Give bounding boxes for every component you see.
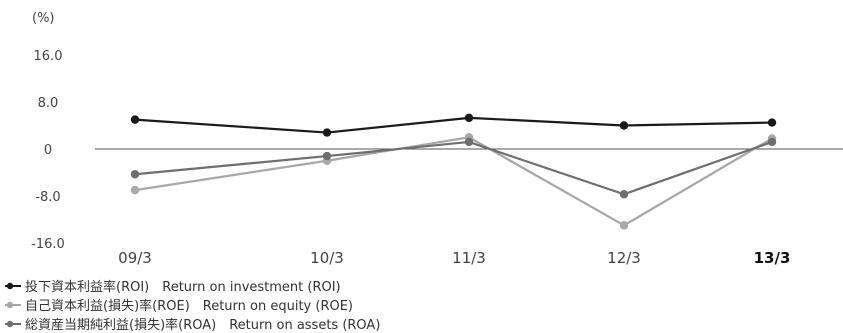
data-point xyxy=(130,185,140,195)
data-point xyxy=(322,151,332,161)
data-point xyxy=(767,118,777,127)
series-line-2 xyxy=(134,140,773,196)
series-line-0 xyxy=(134,116,773,134)
chart-plot: (%) 16.0 8.0 0 -8.0 -16.0 09/3 10/3 11/3 12/3 13… xyxy=(31,11,843,267)
legend-item: 投下資本利益率(ROI) Return on investment (ROI) xyxy=(4,276,380,295)
y-tick-label: -8.0 xyxy=(35,190,60,205)
x-tick-label: 09/3 xyxy=(118,249,152,267)
legend-marker-icon xyxy=(5,282,21,289)
y-tick-label: 8.0 xyxy=(38,96,59,111)
legend-marker-icon xyxy=(5,320,21,327)
data-point xyxy=(130,115,140,124)
data-point xyxy=(619,190,629,199)
x-tick-label: 13/3 xyxy=(754,249,791,267)
data-point xyxy=(464,137,474,147)
data-point xyxy=(464,113,474,123)
legend-label: 自己資本利益(損失)率(ROE) Return on equity (ROE) xyxy=(25,299,354,314)
data-point xyxy=(130,170,140,179)
data-point xyxy=(322,128,332,137)
data-point xyxy=(767,137,777,147)
legend-item: 自己資本利益(損失)率(ROE) Return on equity (ROE) xyxy=(4,295,380,314)
legend-label: 投下資本利益率(ROI) Return on investment (ROI) xyxy=(25,280,341,295)
series-line-1 xyxy=(134,136,773,227)
x-tick-label: 11/3 xyxy=(452,249,486,267)
data-point xyxy=(619,221,629,230)
legend-item: 総資産当期純利益(損失)率(ROA) Return on assets (ROA… xyxy=(4,314,380,333)
y-tick-label: 0 xyxy=(44,143,52,158)
x-tick-label: 12/3 xyxy=(607,249,641,267)
legend: 投下資本利益率(ROI) Return on investment (ROI) 自… xyxy=(4,276,380,333)
legend-label: 総資産当期純利益(損失)率(ROA) Return on assets (ROA… xyxy=(25,318,381,333)
x-tick-label: 10/3 xyxy=(310,249,344,267)
y-axis-label: (%) xyxy=(32,11,55,26)
legend-marker-icon xyxy=(5,301,21,308)
data-point xyxy=(619,121,629,130)
y-tick-label: 16.0 xyxy=(34,49,63,64)
y-tick-label: -16.0 xyxy=(31,237,65,252)
